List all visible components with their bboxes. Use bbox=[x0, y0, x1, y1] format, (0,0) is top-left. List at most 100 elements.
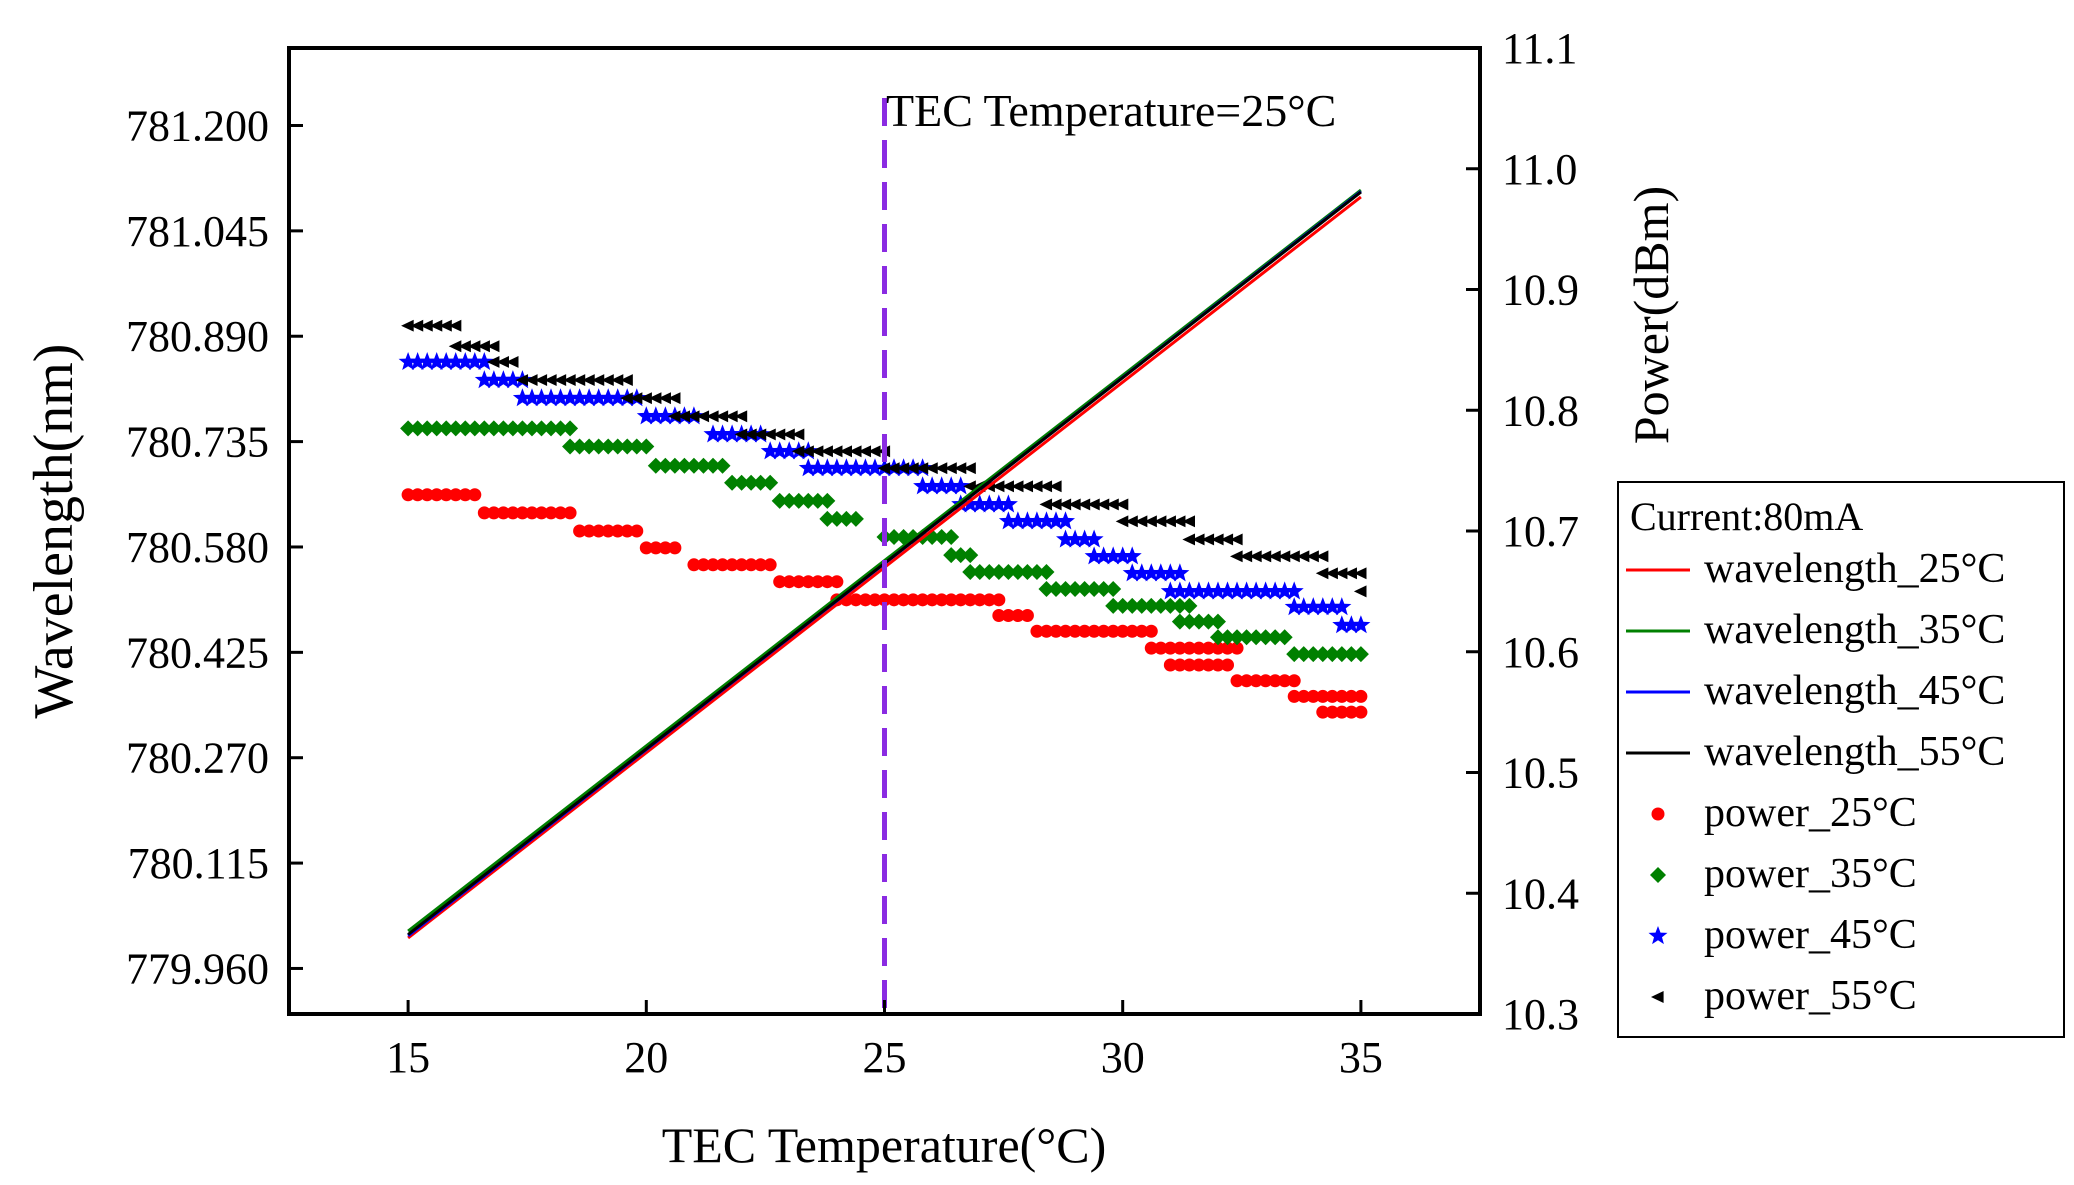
power-point bbox=[696, 558, 710, 572]
power-point bbox=[505, 356, 519, 368]
power-point bbox=[990, 564, 1007, 581]
power-point bbox=[952, 547, 969, 564]
y-right-tick-label: 10.6 bbox=[1502, 628, 1579, 677]
power-point bbox=[696, 410, 710, 423]
power-point bbox=[1170, 581, 1190, 600]
power-point bbox=[819, 492, 836, 509]
power-point bbox=[1113, 546, 1133, 565]
power-point bbox=[1351, 615, 1371, 634]
power-point bbox=[1125, 515, 1138, 528]
power-point bbox=[734, 428, 748, 441]
power-point bbox=[533, 420, 550, 437]
power-point bbox=[1122, 546, 1142, 565]
power-point bbox=[1097, 624, 1111, 638]
power-point bbox=[941, 476, 961, 495]
power-point bbox=[1227, 581, 1247, 600]
power-point bbox=[1284, 597, 1304, 616]
power-point bbox=[1325, 689, 1339, 703]
power-point bbox=[913, 476, 933, 495]
power-point bbox=[992, 609, 1006, 623]
power-point bbox=[1344, 689, 1358, 703]
power-point bbox=[465, 352, 485, 370]
power-point bbox=[629, 392, 643, 405]
power-point bbox=[1103, 546, 1123, 565]
power-point bbox=[647, 457, 664, 474]
power-point bbox=[658, 541, 672, 555]
power-point bbox=[411, 488, 425, 502]
power-point bbox=[1115, 498, 1129, 511]
power-series-0 bbox=[401, 488, 1368, 719]
power-point bbox=[515, 374, 529, 387]
power-point bbox=[1133, 597, 1150, 614]
power-point bbox=[1134, 515, 1148, 528]
power-point bbox=[1179, 581, 1199, 600]
power-point bbox=[828, 510, 845, 527]
power-point bbox=[1268, 674, 1282, 688]
power-point bbox=[808, 458, 828, 477]
power-point bbox=[649, 541, 663, 555]
power-point bbox=[1173, 658, 1187, 672]
power-point bbox=[1143, 597, 1160, 614]
power-point bbox=[582, 524, 596, 538]
power-point bbox=[933, 529, 950, 546]
power-point bbox=[1239, 550, 1253, 563]
power-point bbox=[817, 458, 837, 477]
power-point bbox=[878, 593, 891, 607]
power-point bbox=[703, 424, 723, 443]
power-point bbox=[800, 492, 817, 509]
power-point bbox=[1135, 624, 1149, 638]
legend-label: wavelength_25°C bbox=[1704, 546, 2005, 592]
power-point bbox=[1115, 515, 1129, 528]
power-point bbox=[1219, 629, 1236, 646]
power-point bbox=[1029, 480, 1043, 493]
power-point bbox=[1144, 641, 1158, 655]
power-point bbox=[868, 593, 882, 607]
power-point bbox=[552, 420, 569, 437]
power-point bbox=[430, 488, 444, 502]
power-point bbox=[782, 575, 796, 589]
power-point bbox=[1039, 624, 1053, 638]
power-point bbox=[579, 388, 599, 407]
power-point bbox=[1265, 581, 1285, 600]
power-point bbox=[887, 593, 901, 607]
power-point bbox=[1354, 705, 1368, 719]
power-point bbox=[1201, 658, 1215, 672]
legend-marker-sample bbox=[1651, 807, 1665, 821]
power-point bbox=[1151, 563, 1171, 582]
power-point bbox=[666, 457, 683, 474]
power-point bbox=[1182, 533, 1195, 546]
power-point bbox=[705, 410, 719, 423]
power-point bbox=[1163, 658, 1177, 672]
power-point bbox=[925, 593, 939, 607]
power-point bbox=[706, 558, 720, 572]
power-point bbox=[953, 462, 967, 475]
power-point bbox=[1171, 597, 1188, 614]
power-point bbox=[496, 506, 510, 520]
power-point bbox=[744, 558, 758, 572]
power-point bbox=[1075, 529, 1095, 548]
power-point bbox=[485, 420, 502, 437]
power-point bbox=[619, 438, 636, 455]
y-left-tick-label: 780.890 bbox=[126, 312, 269, 361]
power-point bbox=[716, 558, 730, 572]
power-point bbox=[401, 319, 414, 332]
power-point bbox=[810, 445, 824, 458]
power-point bbox=[522, 388, 542, 407]
power-point bbox=[1286, 646, 1303, 663]
power-point bbox=[1332, 597, 1352, 616]
power-point bbox=[1209, 629, 1226, 646]
power-point bbox=[1086, 580, 1103, 597]
power-point bbox=[506, 506, 520, 520]
power-point bbox=[504, 420, 521, 437]
power-point bbox=[439, 488, 453, 502]
power-point bbox=[1313, 597, 1333, 616]
y-right-tick-label: 10.4 bbox=[1502, 869, 1579, 918]
power-point bbox=[487, 506, 501, 520]
power-point bbox=[991, 480, 1005, 493]
power-point bbox=[791, 445, 805, 458]
power-point bbox=[446, 352, 466, 370]
y-left-tick-label: 781.200 bbox=[126, 101, 269, 150]
power-point bbox=[867, 445, 881, 458]
power-point bbox=[1343, 646, 1360, 663]
power-point bbox=[722, 424, 742, 443]
